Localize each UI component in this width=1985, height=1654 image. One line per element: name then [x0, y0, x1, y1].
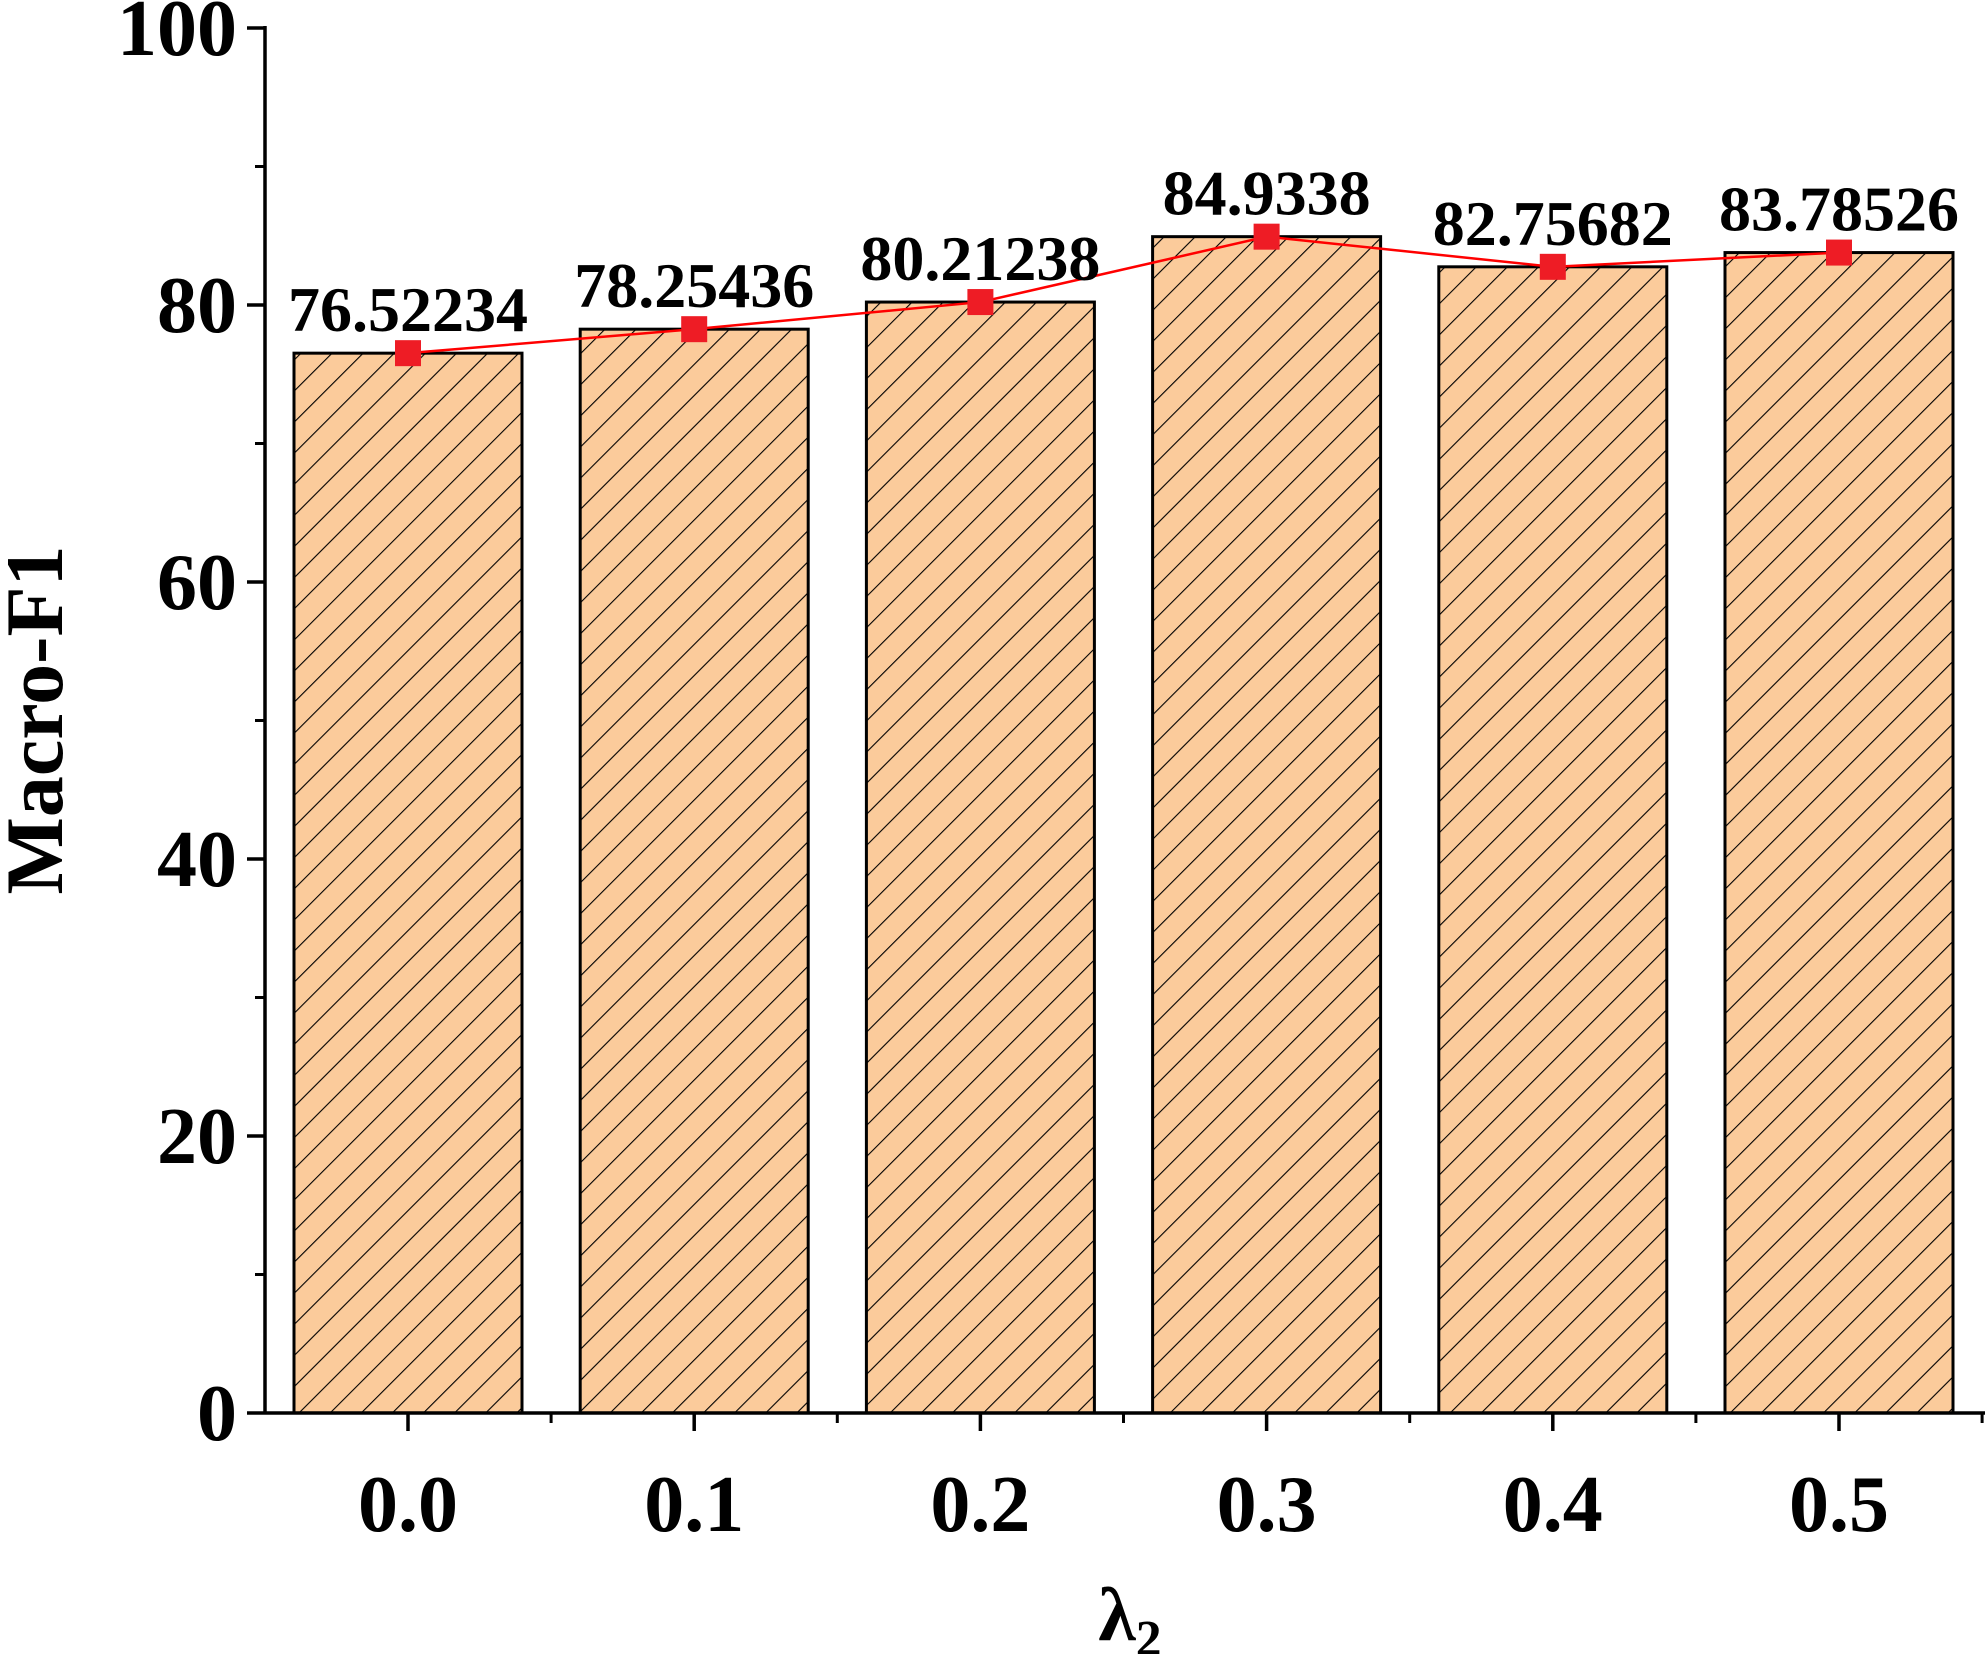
marker-0.0: [395, 340, 421, 367]
bars-group: [292, 235, 1955, 1415]
data-label-0.2: 80.21238: [860, 223, 1100, 294]
marker-0.5: [1826, 239, 1852, 266]
bar-0.3: [1151, 235, 1383, 1415]
data-labels-group: 76.52234 78.25436 80.21238 84.9338 82.75682 8…: [288, 158, 1959, 345]
y-tick-label: 80: [157, 262, 237, 350]
bar-0.1: [578, 327, 810, 1415]
data-label-0.1: 78.25436: [574, 250, 814, 321]
data-label-0.4: 82.75682: [1433, 188, 1673, 259]
marker-0.1: [681, 316, 708, 343]
bar-0.2: [864, 300, 1096, 1415]
x-tick-label: 0.1: [644, 1461, 744, 1549]
x-tick-label: 0.2: [930, 1461, 1030, 1549]
series-line: [407, 235, 1840, 355]
data-label-0.0: 76.52234: [288, 274, 528, 345]
x-axis-label-subscript: 2: [1136, 1611, 1162, 1654]
line-group: [395, 223, 1852, 367]
bar-0.4: [1437, 265, 1669, 1415]
y-tick-label: 20: [157, 1093, 237, 1181]
y-tick-label: 0: [197, 1370, 237, 1458]
y-axis-label: Macro-F1: [0, 545, 80, 894]
x-tick-label: 0.4: [1503, 1461, 1603, 1549]
x-tick-label: 0.3: [1217, 1461, 1317, 1549]
x-tick-label: 0.5: [1789, 1461, 1889, 1549]
y-tick-label: 100: [117, 0, 237, 73]
x-axis-label: λ2: [1098, 1573, 1161, 1654]
marker-0.4: [1539, 253, 1566, 280]
y-tick-label: 60: [157, 539, 237, 627]
marker-0.3: [1253, 223, 1280, 250]
x-axis-label-main: λ: [1098, 1573, 1136, 1654]
data-label-0.5: 83.78526: [1719, 174, 1959, 245]
data-label-0.3: 84.9338: [1163, 158, 1371, 229]
x-tick-label: 0.0: [358, 1461, 458, 1549]
bar-0.0: [292, 351, 524, 1415]
bar-0.5: [1723, 251, 1955, 1415]
axes-group: 0 20 40 60 80 100 0.0 0.1 0.2 0.3 0.4 0.5: [117, 0, 1985, 1549]
marker-0.2: [967, 289, 994, 316]
y-tick-label: 40: [157, 816, 237, 904]
